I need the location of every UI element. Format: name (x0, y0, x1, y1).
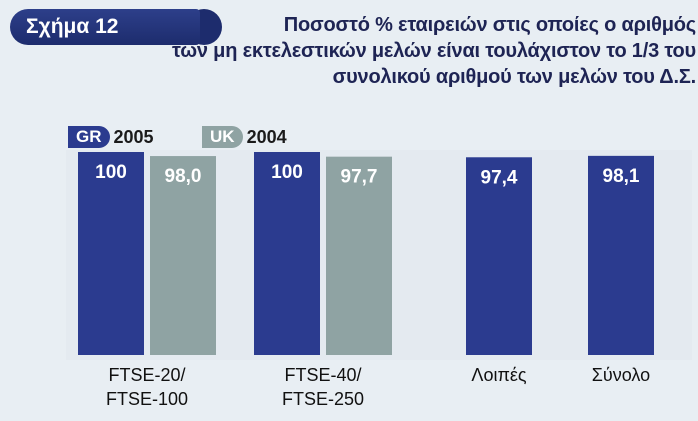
category-label: FTSE-40/ (284, 365, 361, 385)
bar-gr-3 (588, 155, 654, 355)
category-label: FTSE-20/ (108, 365, 185, 385)
legend-item-uk: UK 2004 (202, 126, 287, 148)
bar-value-label: 97,7 (341, 167, 378, 188)
bar-uk-1 (326, 156, 392, 355)
chart-title-line: Ποσοστό % εταιρειών στις οποίες ο αριθμό… (283, 14, 696, 36)
category-label: Σύνολο (592, 365, 650, 385)
category-label: Λοιπές (471, 365, 526, 385)
bar-value-label: 100 (95, 162, 127, 183)
figure-number-badge: Σχήμα 12 (10, 9, 200, 45)
chart-title-line: των μη εκτελεστικών μελών είναι τουλάχισ… (172, 40, 696, 62)
chart-title: Ποσοστό % εταιρειών στις οποίες ο αριθμό… (66, 12, 696, 90)
category-label: FTSE-100 (106, 389, 188, 409)
legend-swatch-uk: UK (202, 126, 243, 148)
chart-title-line: συνολικού αριθμού των μελών του Δ.Σ. (332, 66, 697, 88)
bar-value-label: 98,0 (165, 166, 202, 187)
bar-gr-1 (254, 152, 320, 355)
legend-year-gr: 2005 (113, 126, 154, 147)
bar-gr-2 (466, 157, 532, 355)
legend-swatch-gr: GR (68, 126, 110, 148)
bar-value-label: 98,1 (603, 166, 640, 187)
legend-year-uk: 2004 (246, 126, 287, 147)
bar-value-label: 100 (271, 162, 303, 183)
bar-uk-0 (150, 156, 216, 355)
legend-item-gr: GR 2005 (68, 126, 154, 148)
bar-value-label: 97,4 (481, 167, 518, 188)
bar-gr-0 (78, 152, 144, 355)
category-label: FTSE-250 (282, 389, 364, 409)
